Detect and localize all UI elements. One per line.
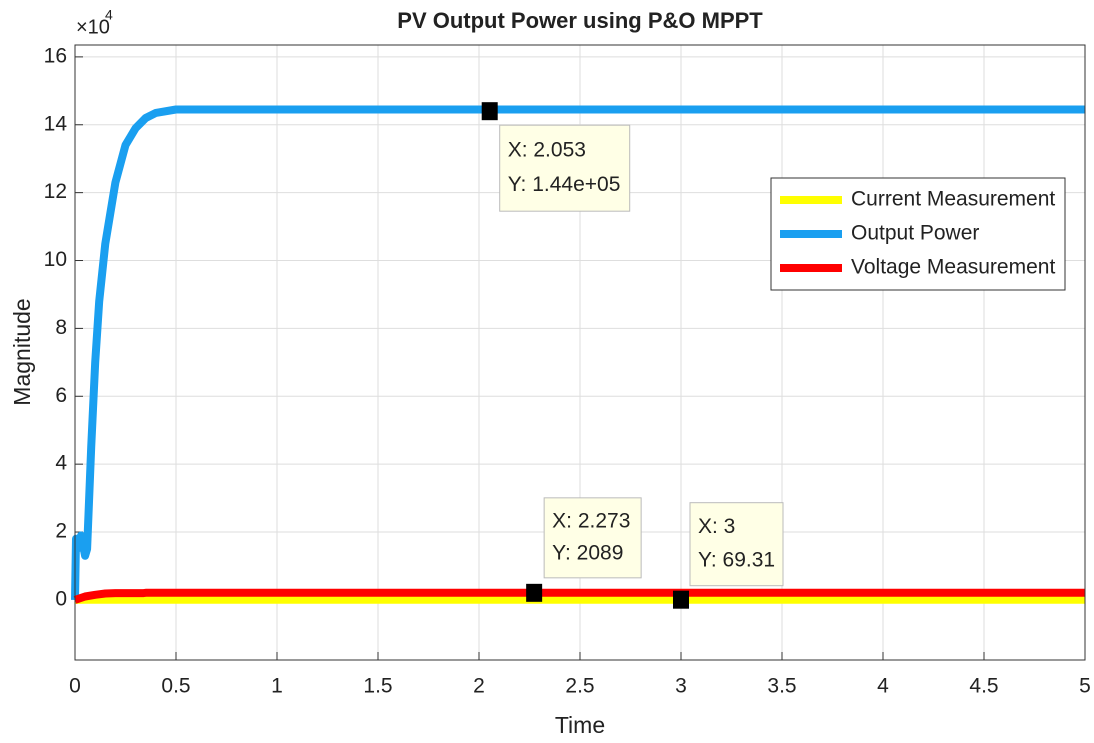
y-tick-label: 8: [55, 316, 67, 339]
x-axis-label: Time: [555, 712, 605, 738]
datatip-y: Y: 1.44e+05: [508, 173, 621, 196]
datatip-y: Y: 69.31: [698, 548, 775, 571]
datatip-box: [689, 502, 784, 587]
legend-label: Current Measurement: [851, 188, 1055, 211]
datatip-y: Y: 2089: [552, 541, 623, 564]
y-multiplier-exponent: 4: [105, 7, 113, 23]
y-tick-label: 4: [55, 452, 67, 475]
y-tick-label: 12: [44, 180, 67, 203]
chart-title: PV Output Power using P&O MPPT: [397, 8, 763, 33]
y-tick-label: 6: [55, 384, 67, 407]
datatip-x: X: 2.053: [508, 139, 586, 162]
y-multiplier: ×10: [76, 16, 110, 38]
x-tick-label: 3.5: [767, 675, 796, 698]
x-tick-label: 3: [675, 675, 687, 698]
legend-label: Output Power: [851, 222, 979, 245]
datatip-box: [499, 124, 631, 212]
datatip-x: X: 3: [698, 515, 735, 538]
x-tick-label: 2: [473, 675, 485, 698]
x-tick-label: 0: [69, 675, 81, 698]
x-tick-label: 4.5: [969, 675, 998, 698]
y-axis-label: Magnitude: [9, 298, 35, 405]
x-tick-label: 5: [1079, 675, 1091, 698]
datatip-marker: [481, 102, 498, 121]
y-tick-label: 14: [44, 112, 68, 135]
y-tick-label: 2: [55, 520, 67, 543]
series-line: [71, 105, 1085, 600]
x-tick-label: 4: [877, 675, 889, 698]
x-tick-label: 1: [271, 675, 283, 698]
series-line: [73, 588, 1085, 604]
legend-label: Voltage Measurement: [851, 256, 1055, 279]
y-tick-label: 16: [44, 44, 67, 67]
y-tick-label: 0: [55, 587, 67, 610]
axes-frame: [74, 44, 1086, 661]
y-tick-label: 10: [44, 248, 67, 271]
datatip-box: [543, 497, 642, 579]
datatip-x: X: 2.273: [552, 509, 630, 532]
x-tick-label: 1.5: [363, 675, 392, 698]
datatip-marker: [526, 583, 543, 602]
x-tick-label: 2.5: [565, 675, 594, 698]
datatip-marker: [673, 590, 689, 609]
x-tick-label: 0.5: [161, 675, 190, 698]
